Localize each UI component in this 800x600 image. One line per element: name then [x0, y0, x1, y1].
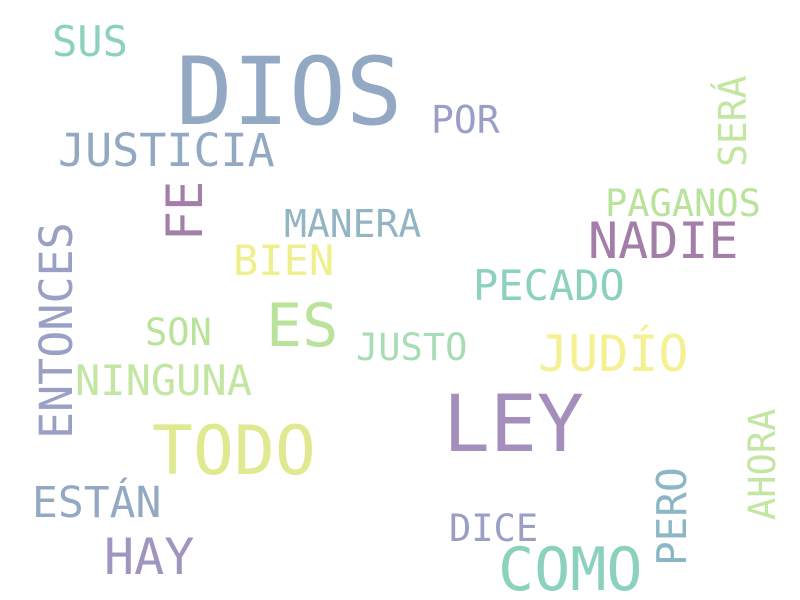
word-judio: JUDÍO [538, 325, 689, 383]
word-ahora: AHORA [741, 408, 784, 520]
word-nadie: NADIE [588, 212, 739, 270]
word-dios: DIOS [176, 38, 403, 147]
word-son: SON [145, 311, 212, 354]
word-paganos: PAGANOS [605, 182, 761, 225]
word-sera: SERÁ [711, 75, 755, 167]
word-manera: MANERA [284, 202, 422, 246]
word-sus: SUS [52, 17, 128, 66]
word-pecado: PECADO [473, 261, 625, 310]
word-es: ES [266, 291, 339, 361]
word-estan: ESTÁN [32, 478, 162, 528]
word-todo: TODO [152, 412, 316, 491]
word-ninguna: NINGUNA [75, 356, 253, 405]
word-ley: LEY [443, 380, 584, 470]
word-justicia: JUSTICIA [58, 124, 275, 177]
word-pero: PERO [648, 467, 696, 566]
word-bien: BIEN [233, 236, 335, 285]
word-entonces: ENTONCES [30, 222, 83, 439]
word-como: COMO [498, 535, 643, 600]
word-justo: JUSTO [356, 326, 468, 369]
word-dice: DICE [449, 507, 539, 550]
word-hay: HAY [104, 528, 195, 586]
word-por: POR [431, 98, 500, 142]
word-fe: FE [156, 180, 214, 241]
